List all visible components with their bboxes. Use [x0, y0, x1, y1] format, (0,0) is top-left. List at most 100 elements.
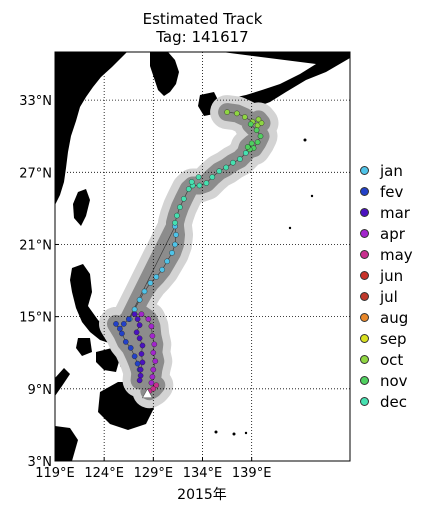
track-point-dec — [230, 159, 236, 166]
track-point-fev — [113, 321, 119, 327]
track-point-dec — [203, 180, 210, 186]
land-taiwan — [73, 189, 90, 226]
y-tick-label: 21°N — [19, 238, 52, 253]
track-point-dec — [196, 182, 203, 189]
track-points — [113, 109, 265, 399]
track-point-apr — [148, 323, 155, 330]
x-tick-label: 129°E — [134, 466, 174, 481]
track-point-jan — [172, 241, 178, 248]
track-point-jan — [136, 296, 143, 303]
land-islet — [303, 138, 307, 142]
track-point-apr — [149, 373, 156, 380]
track-point-mar — [139, 359, 146, 366]
legend-item-sep: sep — [360, 328, 413, 349]
track-point-mar — [139, 342, 146, 349]
track-point-apr — [150, 349, 157, 356]
track-point-oct — [224, 109, 230, 115]
legend: jan fev mar apr may jun jul aug sep oct nov dec — [360, 160, 413, 412]
track-point-apr — [148, 379, 155, 386]
track-point-apr — [152, 358, 159, 365]
land-luzon — [70, 264, 116, 344]
land-korea — [150, 52, 179, 96]
track-point-fev — [126, 316, 132, 322]
track-point-fev — [131, 353, 138, 360]
x-axis-label: 2015年 — [177, 487, 227, 503]
track-point-mar — [138, 351, 145, 357]
track-point-mar — [137, 372, 144, 379]
land-borneo — [55, 426, 78, 461]
legend-item-may: may — [360, 244, 413, 265]
track-point-mar — [137, 366, 144, 373]
track-point-nov — [253, 127, 260, 133]
legend-swatch — [360, 250, 369, 259]
track-point-fev — [123, 339, 129, 345]
track-point-jan — [173, 231, 179, 238]
track-point-nov — [254, 139, 261, 145]
legend-item-aug: aug — [360, 307, 413, 328]
axis-ticks: 119°E 124°E 129°E 134°E 139°E 3°N 9°N 15°N 21°N 2… — [19, 94, 271, 481]
legend-swatch — [360, 271, 369, 280]
land-islet — [232, 432, 236, 436]
track-point-jan — [159, 266, 165, 273]
legend-label: mar — [380, 203, 410, 222]
track-point-dec — [216, 168, 222, 174]
legend-item-mar: mar — [360, 202, 413, 223]
track-point-apr — [151, 341, 158, 348]
track-point-dec — [185, 186, 192, 192]
track-point-mar — [136, 377, 143, 384]
track-point-mar — [136, 335, 143, 342]
track-point-dec — [223, 164, 229, 171]
x-tick-label: 134°E — [183, 466, 223, 481]
x-tick-label: 124°E — [84, 466, 124, 481]
track-point-mar — [133, 329, 140, 336]
legend-swatch — [360, 229, 369, 238]
track-point-jan — [164, 258, 170, 265]
y-tick-label: 27°N — [19, 166, 52, 181]
legend-swatch — [360, 292, 369, 301]
y-tick-label: 33°N — [19, 94, 52, 109]
track-point-oct — [258, 120, 265, 126]
track-point-fev — [117, 325, 123, 332]
legend-label: jul — [380, 287, 398, 306]
track-point-dec — [180, 195, 187, 202]
legend-swatch — [360, 355, 369, 364]
track-point-dec — [237, 156, 243, 162]
legend-item-oct: oct — [360, 349, 413, 370]
legend-label: fev — [380, 182, 404, 201]
land-islet — [310, 194, 314, 198]
track-point-mar — [136, 322, 143, 328]
track-point-fev — [127, 345, 134, 351]
legend-swatch — [360, 208, 369, 217]
y-tick-label: 9°N — [28, 383, 53, 398]
legend-swatch — [360, 166, 369, 175]
track-point-dec — [209, 174, 216, 180]
legend-swatch — [360, 397, 369, 406]
legend-swatch — [360, 187, 369, 196]
land-honshu — [222, 52, 350, 108]
track-point-fev — [119, 330, 125, 337]
track-point-oct — [255, 116, 262, 123]
track-point-dec — [174, 212, 180, 219]
legend-item-nov: nov — [360, 370, 413, 391]
legend-item-fev: fev — [360, 181, 413, 202]
track-point-oct — [234, 110, 240, 117]
legend-item-jun: jun — [360, 265, 413, 286]
land-mainland — [55, 52, 127, 205]
track-point-nov — [248, 140, 255, 147]
legend-item-jan: jan — [360, 160, 413, 181]
legend-item-apr: apr — [360, 223, 413, 244]
track-point-dec — [195, 174, 202, 180]
land-islet — [214, 430, 218, 434]
track-point-dec — [177, 204, 183, 210]
land-islet — [288, 226, 292, 230]
chart-subtitle: Tag: 141617 — [156, 28, 249, 46]
track-point-mar — [131, 311, 138, 318]
track-point-dec — [188, 179, 195, 185]
legend-swatch — [360, 334, 369, 343]
x-tick-label: 119°E — [35, 466, 75, 481]
track-point-jan — [147, 280, 154, 286]
legend-label: oct — [380, 350, 404, 369]
track-point-apr — [150, 366, 157, 373]
x-tick-label: 139°E — [232, 466, 272, 481]
track-point-apr — [138, 311, 145, 318]
